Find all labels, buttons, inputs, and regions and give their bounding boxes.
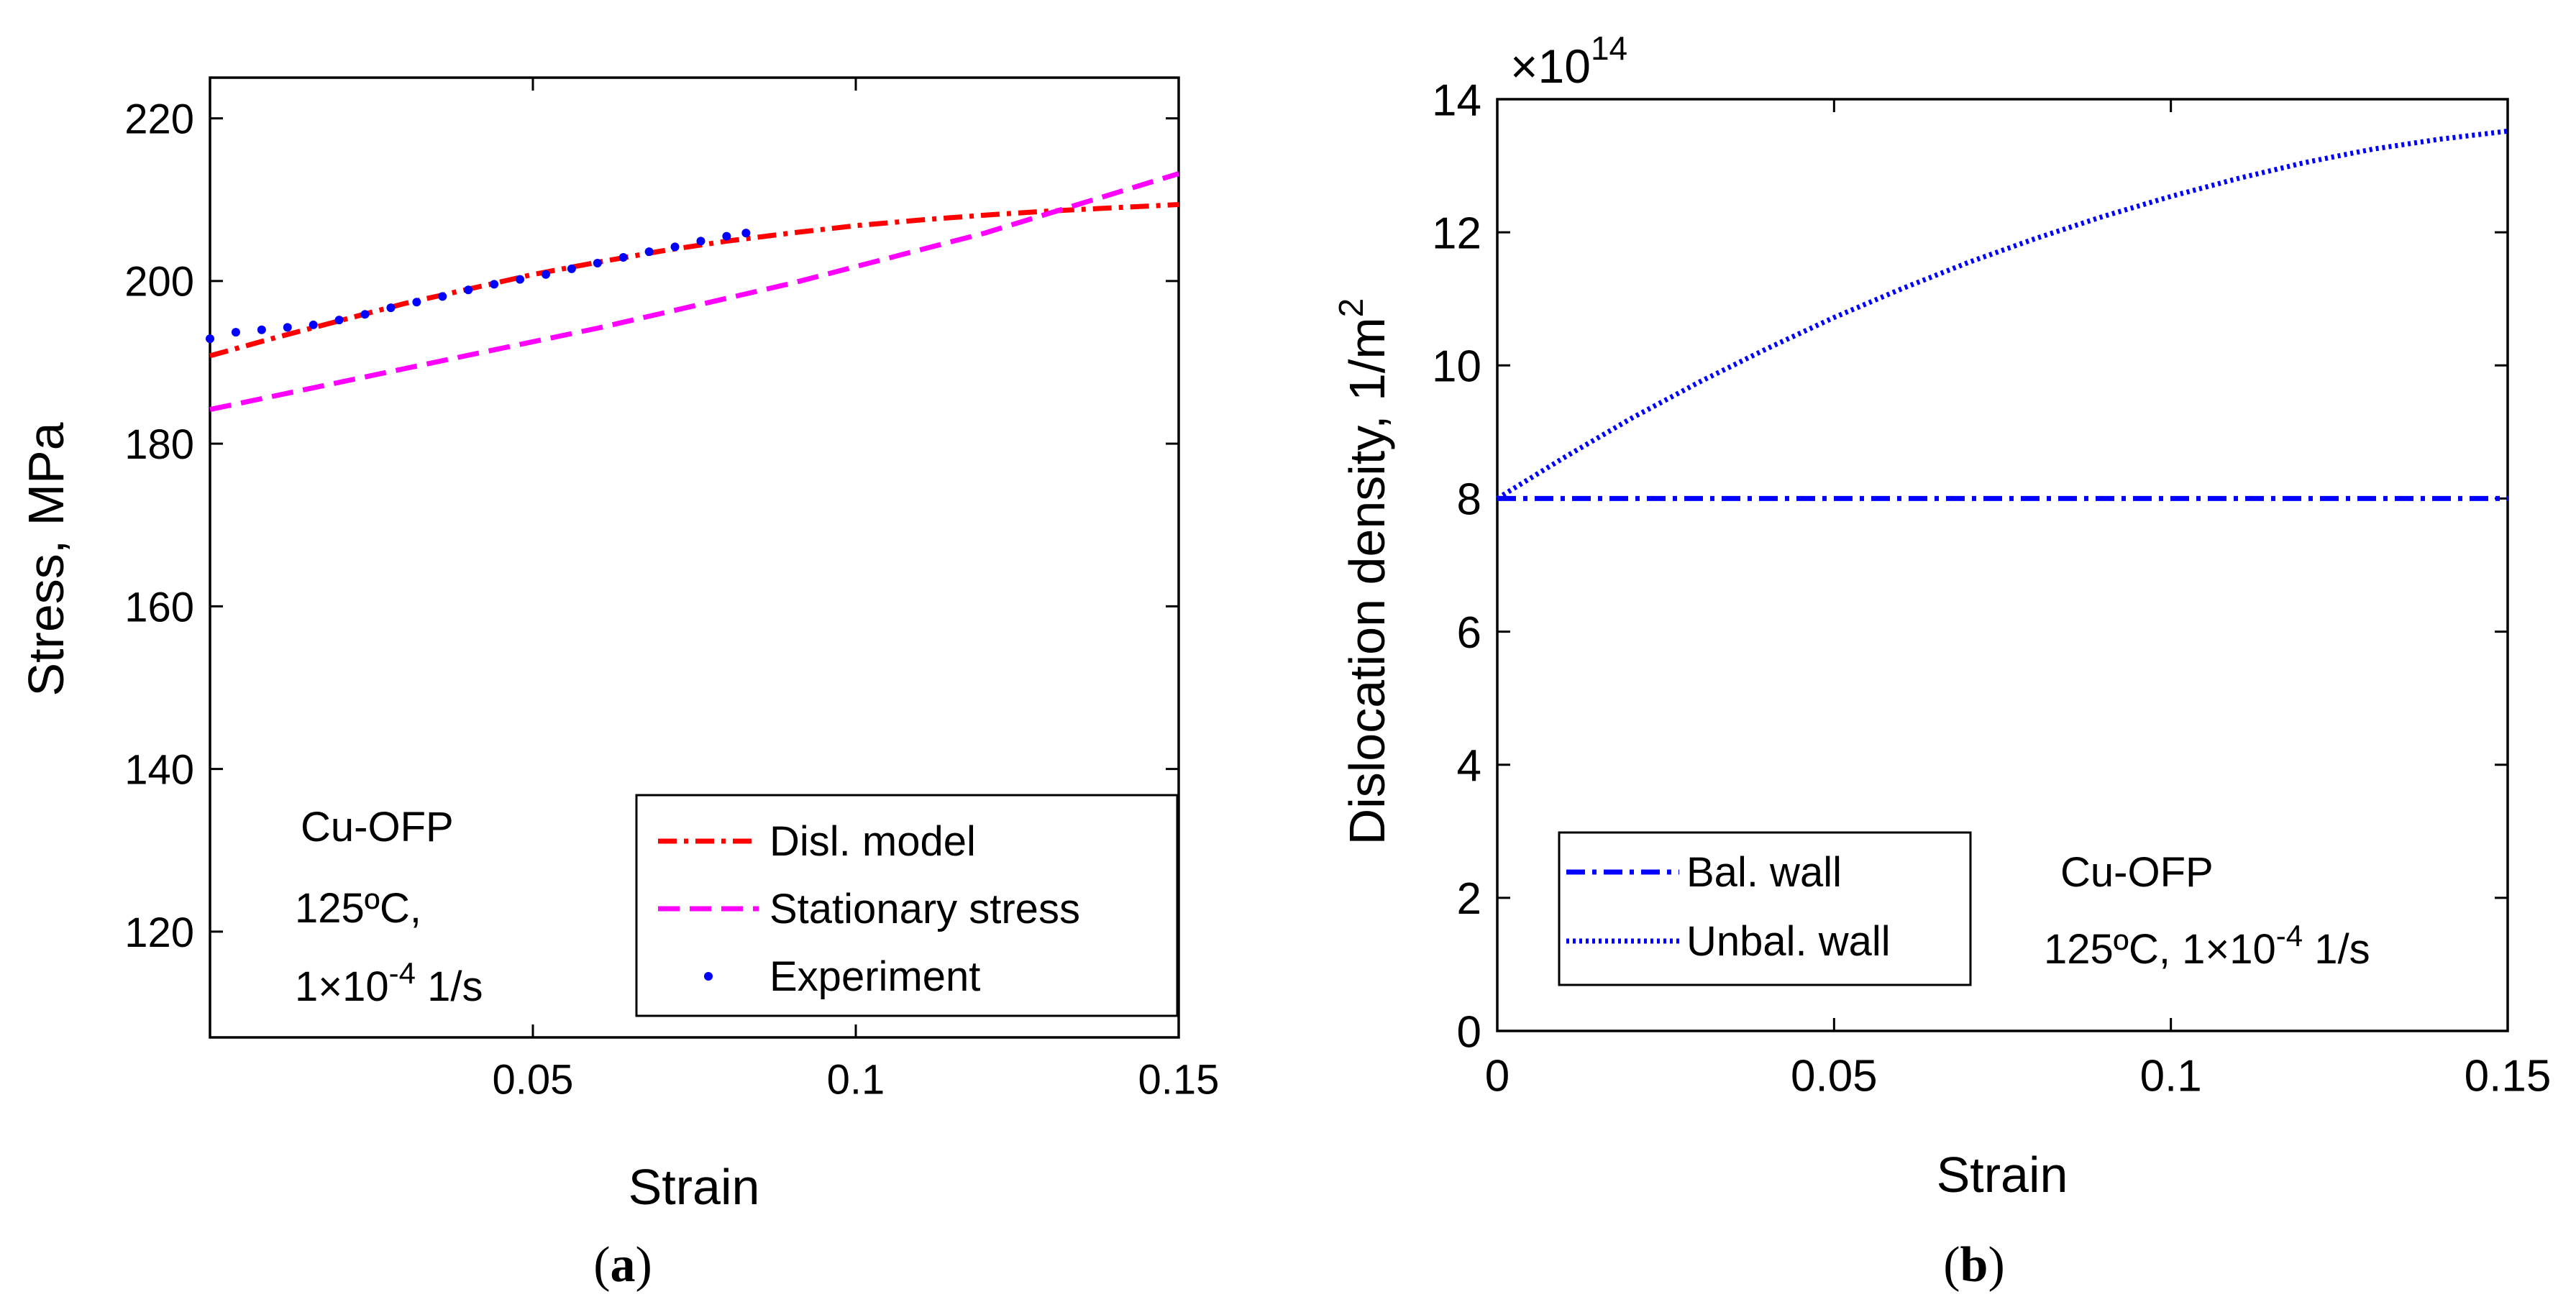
- legend-label-disl-model: Disl. model: [769, 818, 976, 865]
- panel-a-ytick-label: 200: [124, 259, 194, 306]
- panel-b-caption: (b): [1943, 1237, 2005, 1293]
- series-experiment: [206, 229, 751, 344]
- legend-label-bal-wall: Bal. wall: [1686, 849, 1842, 896]
- panel-a-ytick-label: 220: [124, 96, 194, 142]
- panel-b-xtick-label: 0.1: [2140, 1052, 2202, 1101]
- panel-b-ytick-label: 8: [1457, 475, 1481, 525]
- panel-a-caption: (a): [593, 1237, 652, 1293]
- panel-a-xtick-label: 0.1: [827, 1056, 885, 1103]
- panel-b-legend: Bal. wall Unbal. wall: [1558, 831, 1972, 986]
- series-experiment-point: [644, 247, 654, 257]
- series-experiment-point: [541, 270, 550, 279]
- series-experiment-point: [593, 258, 602, 267]
- panel-b-y-multiplier: ×1014: [1510, 29, 1627, 93]
- panel-b-dislocation-density: 0 2 4 6 8 10 12 14 0 0.05 0.1 0.15 ×1014 Strain Di…: [1333, 29, 2551, 1293]
- panel-a-y-axis-label: Stress, MPa: [18, 422, 74, 696]
- panel-b-xtick-label: 0: [1485, 1052, 1509, 1101]
- series-experiment-point: [257, 325, 266, 334]
- panel-a-x-axis-label: Strain: [629, 1159, 760, 1215]
- series-experiment-point: [334, 316, 344, 325]
- series-experiment-point: [696, 237, 705, 246]
- series-experiment-point: [283, 323, 292, 332]
- legend-label-experiment: Experiment: [769, 953, 980, 1000]
- panel-b-ytick-label: 6: [1457, 608, 1481, 658]
- panel-b-ytick-label: 4: [1457, 741, 1481, 791]
- panel-b-material-annotation: Cu-OFP: [2060, 849, 2214, 896]
- panel-a-temperature-annotation: 125ºC,: [295, 885, 421, 932]
- panel-b-legend-box: [1558, 831, 1972, 986]
- panel-b-ytick-label: 10: [1432, 342, 1481, 392]
- series-experiment-point: [490, 280, 499, 289]
- legend-swatch-experiment: [704, 972, 713, 981]
- legend-label-unbal-wall: Unbal. wall: [1686, 918, 1891, 965]
- series-experiment-point: [360, 310, 370, 319]
- panel-a-rate-annotation: 1×10-4 1/s: [295, 956, 483, 1010]
- panel-a-ytick-label: 180: [124, 421, 194, 468]
- panel-b-ytick-label: 0: [1457, 1007, 1481, 1057]
- series-experiment-point: [438, 292, 447, 301]
- series-experiment-point: [309, 320, 318, 329]
- series-experiment-point: [412, 298, 421, 307]
- panel-a-legend: Disl. model Stationary stress Experiment: [635, 794, 1179, 1017]
- series-experiment-point: [231, 328, 240, 337]
- panel-b-ytick-label: 14: [1432, 75, 1481, 125]
- series-experiment-point: [464, 285, 473, 295]
- series-experiment-point: [386, 303, 396, 313]
- series-experiment-point: [618, 253, 628, 262]
- series-experiment-point: [722, 231, 731, 241]
- panel-a-legend-box: [635, 794, 1179, 1017]
- panel-a-xtick-label: 0.05: [493, 1056, 574, 1103]
- panel-a-ytick-label: 120: [124, 909, 194, 956]
- panel-b-y-axis-label: Dislocation density, 1/m2: [1333, 298, 1395, 845]
- series-experiment-point: [206, 334, 214, 344]
- panel-b-ytick-label: 12: [1432, 208, 1481, 258]
- panel-b-xtick-label: 0.15: [2465, 1052, 2552, 1101]
- panel-b-x-axis-label: Strain: [1937, 1147, 2068, 1203]
- panel-a-xtick-label: 0.15: [1138, 1056, 1220, 1103]
- legend-label-stationary-stress: Stationary stress: [769, 886, 1080, 932]
- series-experiment-point: [567, 264, 576, 273]
- panel-a-ytick-label: 140: [124, 747, 194, 794]
- series-unbal-wall-line: [1496, 128, 2508, 501]
- panel-a-stress-strain: 120 140 160 180 200 220 0.05 0.1 0.15 Strain St…: [18, 76, 1220, 1293]
- series-experiment-point: [741, 229, 751, 238]
- panel-a-material-annotation: Cu-OFP: [301, 804, 454, 850]
- panel-b-condition-annotation: 125ºC, 1×10-4 1/s: [2044, 919, 2370, 973]
- series-experiment-point: [516, 275, 525, 284]
- series-disl-model-line: [209, 202, 1179, 359]
- series-experiment-point: [670, 242, 680, 252]
- panel-b-ytick-label: 2: [1457, 874, 1481, 924]
- panel-a-ytick-label: 160: [124, 584, 194, 630]
- series-stationary-stress-line: [209, 171, 1180, 413]
- panel-b-xtick-label: 0.05: [1791, 1052, 1878, 1101]
